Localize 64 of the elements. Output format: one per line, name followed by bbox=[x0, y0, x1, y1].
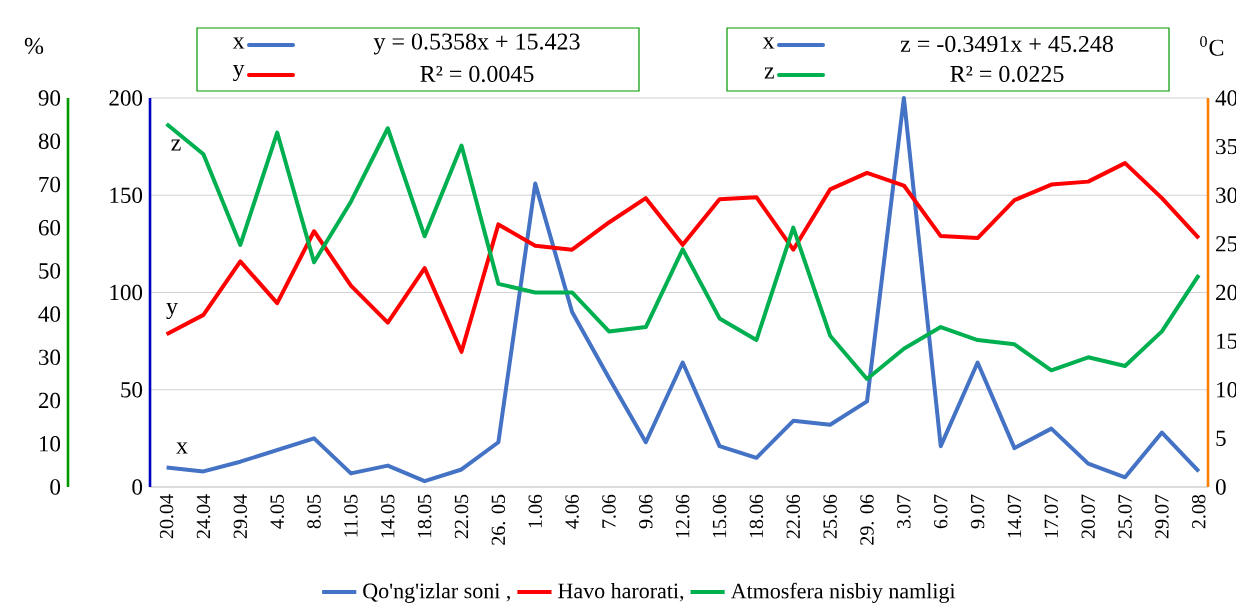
text: x bbox=[762, 37, 775, 49]
y-tick-label: 100 bbox=[110, 284, 143, 301]
text: y bbox=[232, 64, 245, 82]
y2-tick-label: 0 bbox=[1215, 479, 1226, 495]
text: z bbox=[764, 67, 774, 79]
y3-tick-label: 80 bbox=[38, 133, 61, 149]
x-tick-label: 3.07 bbox=[897, 494, 911, 529]
x-tick-label: 20.07 bbox=[1081, 494, 1095, 539]
x-tick-label: 22.06 bbox=[786, 494, 801, 539]
x-tick-label: 7.06 bbox=[602, 494, 616, 528]
legend-label: Atmosfera nisbiy namligi bbox=[730, 582, 956, 603]
line-series bbox=[164, 161, 1201, 354]
annotation: x bbox=[176, 442, 188, 454]
x-tick-label: 12.06 bbox=[675, 494, 690, 538]
y-tick-label: 50 bbox=[121, 382, 143, 398]
y3-tick-label: 40 bbox=[38, 306, 61, 322]
x-tick-label: 8.05 bbox=[307, 494, 321, 529]
x-tick-label: 29.07 bbox=[1155, 494, 1169, 539]
x-tick-label: 4.05 bbox=[270, 494, 284, 529]
text: R² = 0.0045 bbox=[420, 65, 534, 83]
x-tick-label: 18.06 bbox=[749, 494, 764, 538]
x-tick-label: 25.07 bbox=[1118, 494, 1132, 539]
x-tick-label: 26. 05 bbox=[491, 494, 506, 545]
y2-tick-label: 5 bbox=[1216, 430, 1226, 446]
x-tick-label: 6.07 bbox=[933, 494, 948, 529]
text: R² = 0.0225 bbox=[950, 65, 1064, 83]
y3-tick-label: 90 bbox=[38, 90, 61, 106]
x-tick-label: 9.07 bbox=[970, 494, 985, 529]
x-tick-label: 24.04 bbox=[196, 494, 211, 539]
y3-tick-label: 30 bbox=[39, 349, 61, 366]
y3-tick-label: 0 bbox=[50, 479, 61, 495]
y3-axis-title: % bbox=[24, 37, 44, 55]
y-tick-label: 0 bbox=[132, 479, 143, 495]
x-tick-label: 14.05 bbox=[380, 494, 395, 538]
x-tick-label: 18.05 bbox=[417, 494, 432, 538]
x-tick-label: 15.06 bbox=[712, 494, 727, 538]
x-tick-label: 25.06 bbox=[823, 494, 837, 539]
y3-tick-label: 10 bbox=[39, 436, 61, 452]
x-tick-label: 17.07 bbox=[1044, 494, 1059, 538]
x-tick-label: 22.05 bbox=[454, 494, 469, 539]
text: x bbox=[232, 37, 245, 49]
x-tick-label: 2.08 bbox=[1192, 494, 1206, 529]
y3-tick-label: 70 bbox=[39, 176, 61, 193]
legend-label: Qo'ng'izlar soni , bbox=[363, 582, 510, 603]
x-tick-label: 29. 06 bbox=[860, 494, 874, 545]
text: y = 0.5358x + 15.423 bbox=[373, 33, 580, 55]
x-tick-label: 1.06 bbox=[528, 494, 543, 528]
y2-axis-title: $^{0}$C bbox=[1200, 36, 1224, 56]
text: z = -0.3491x + 45.248 bbox=[900, 35, 1113, 53]
y3-tick-label: 20 bbox=[38, 392, 61, 409]
annotation: y bbox=[166, 302, 178, 320]
annotation: z bbox=[171, 139, 181, 151]
x-tick-label: 9.06 bbox=[639, 494, 653, 529]
y3-tick-label: 60 bbox=[38, 219, 61, 236]
x-tick-label: 11.05 bbox=[344, 494, 358, 537]
y-tick-label: 150 bbox=[110, 187, 143, 203]
y3-tick-label: 50 bbox=[39, 263, 61, 279]
x-tick-label: 29.04 bbox=[233, 494, 248, 539]
x-tick-label: 4.06 bbox=[565, 494, 579, 529]
y-tick-label: 200 bbox=[109, 90, 143, 106]
legend-label: Havo harorati, bbox=[558, 582, 684, 602]
line-series bbox=[164, 121, 1201, 381]
x-tick-label: 20.04 bbox=[159, 494, 174, 539]
x-tick-label: 14.07 bbox=[1007, 494, 1022, 538]
